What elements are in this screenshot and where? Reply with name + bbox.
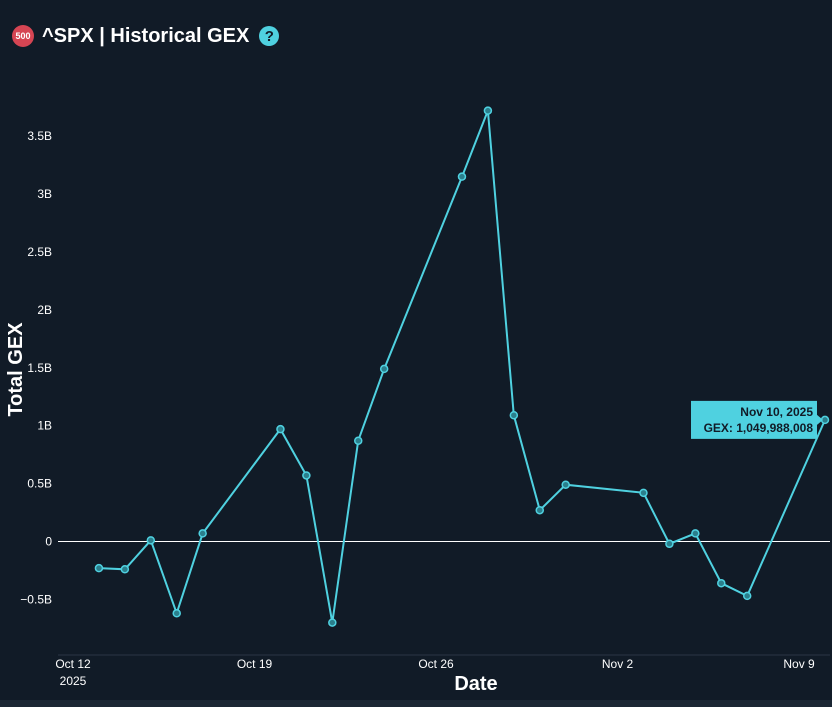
data-point[interactable] [302, 471, 311, 480]
data-point[interactable] [94, 563, 104, 573]
x-axis-title: Date [454, 673, 497, 695]
data-point[interactable] [328, 618, 337, 627]
data-point[interactable] [198, 529, 207, 538]
data-point[interactable] [509, 410, 519, 420]
x-axis-ticks: Oct 12 2025 Oct 19 Oct 26 Nov 2 Nov 9 [55, 657, 815, 688]
x-tick-label: Oct 12 [55, 657, 91, 671]
x-tick-label: Nov 2 [602, 657, 634, 671]
y-tick-label: 1B [37, 419, 52, 433]
data-point[interactable] [742, 591, 752, 601]
tooltip-box [691, 400, 817, 439]
bottom-scroll-strip [0, 700, 832, 707]
data-point[interactable] [639, 488, 648, 498]
data-point[interactable] [535, 505, 545, 515]
data-point[interactable] [457, 172, 467, 181]
data-point[interactable] [665, 539, 674, 549]
x-tick-label: Nov 9 [783, 657, 815, 671]
data-point[interactable] [691, 529, 700, 538]
y-tick-label: 2B [37, 303, 52, 317]
data-points [94, 106, 830, 627]
tooltip-arrow [817, 414, 823, 425]
data-point[interactable] [276, 424, 285, 434]
data-point[interactable] [353, 436, 363, 445]
sp500-badge-icon: 500 [12, 25, 34, 47]
x-tick-label: Oct 19 [237, 657, 273, 671]
tooltip-value: GEX: 1,049,988,008 [704, 421, 814, 435]
data-point[interactable] [379, 364, 389, 374]
y-tick-label: 1.5B [27, 361, 52, 375]
y-tick-label: −0.5B [20, 592, 52, 606]
data-point[interactable] [561, 480, 570, 489]
hover-tooltip: Nov 10, 2025 GEX: 1,049,988,008 [691, 400, 823, 439]
y-axis-title: Total GEX [5, 322, 27, 417]
y-tick-label: 0.5B [27, 477, 52, 491]
y-tick-label: 3.5B [27, 129, 52, 143]
data-point[interactable] [717, 578, 726, 588]
y-tick-label: 3B [37, 187, 52, 201]
x-tick-sublabel: 2025 [60, 674, 87, 688]
data-point[interactable] [120, 565, 130, 574]
y-tick-label: 2.5B [27, 245, 52, 259]
chart-header: 500 ^SPX | Historical GEX ? [12, 22, 280, 50]
tooltip-date: Nov 10, 2025 [740, 405, 813, 419]
data-point[interactable] [483, 106, 493, 115]
y-tick-label: 0 [45, 534, 52, 548]
help-icon[interactable]: ? [259, 26, 280, 46]
data-point[interactable] [172, 609, 181, 618]
data-point[interactable] [146, 536, 156, 545]
page-title: ^SPX | Historical GEX [42, 24, 250, 47]
x-tick-label: Oct 26 [418, 657, 454, 671]
y-axis-ticks: −0.5B 0 0.5B 1B 1.5B 2B 2.5B 3B 3.5B [20, 129, 52, 606]
gex-series-line [98, 110, 826, 623]
